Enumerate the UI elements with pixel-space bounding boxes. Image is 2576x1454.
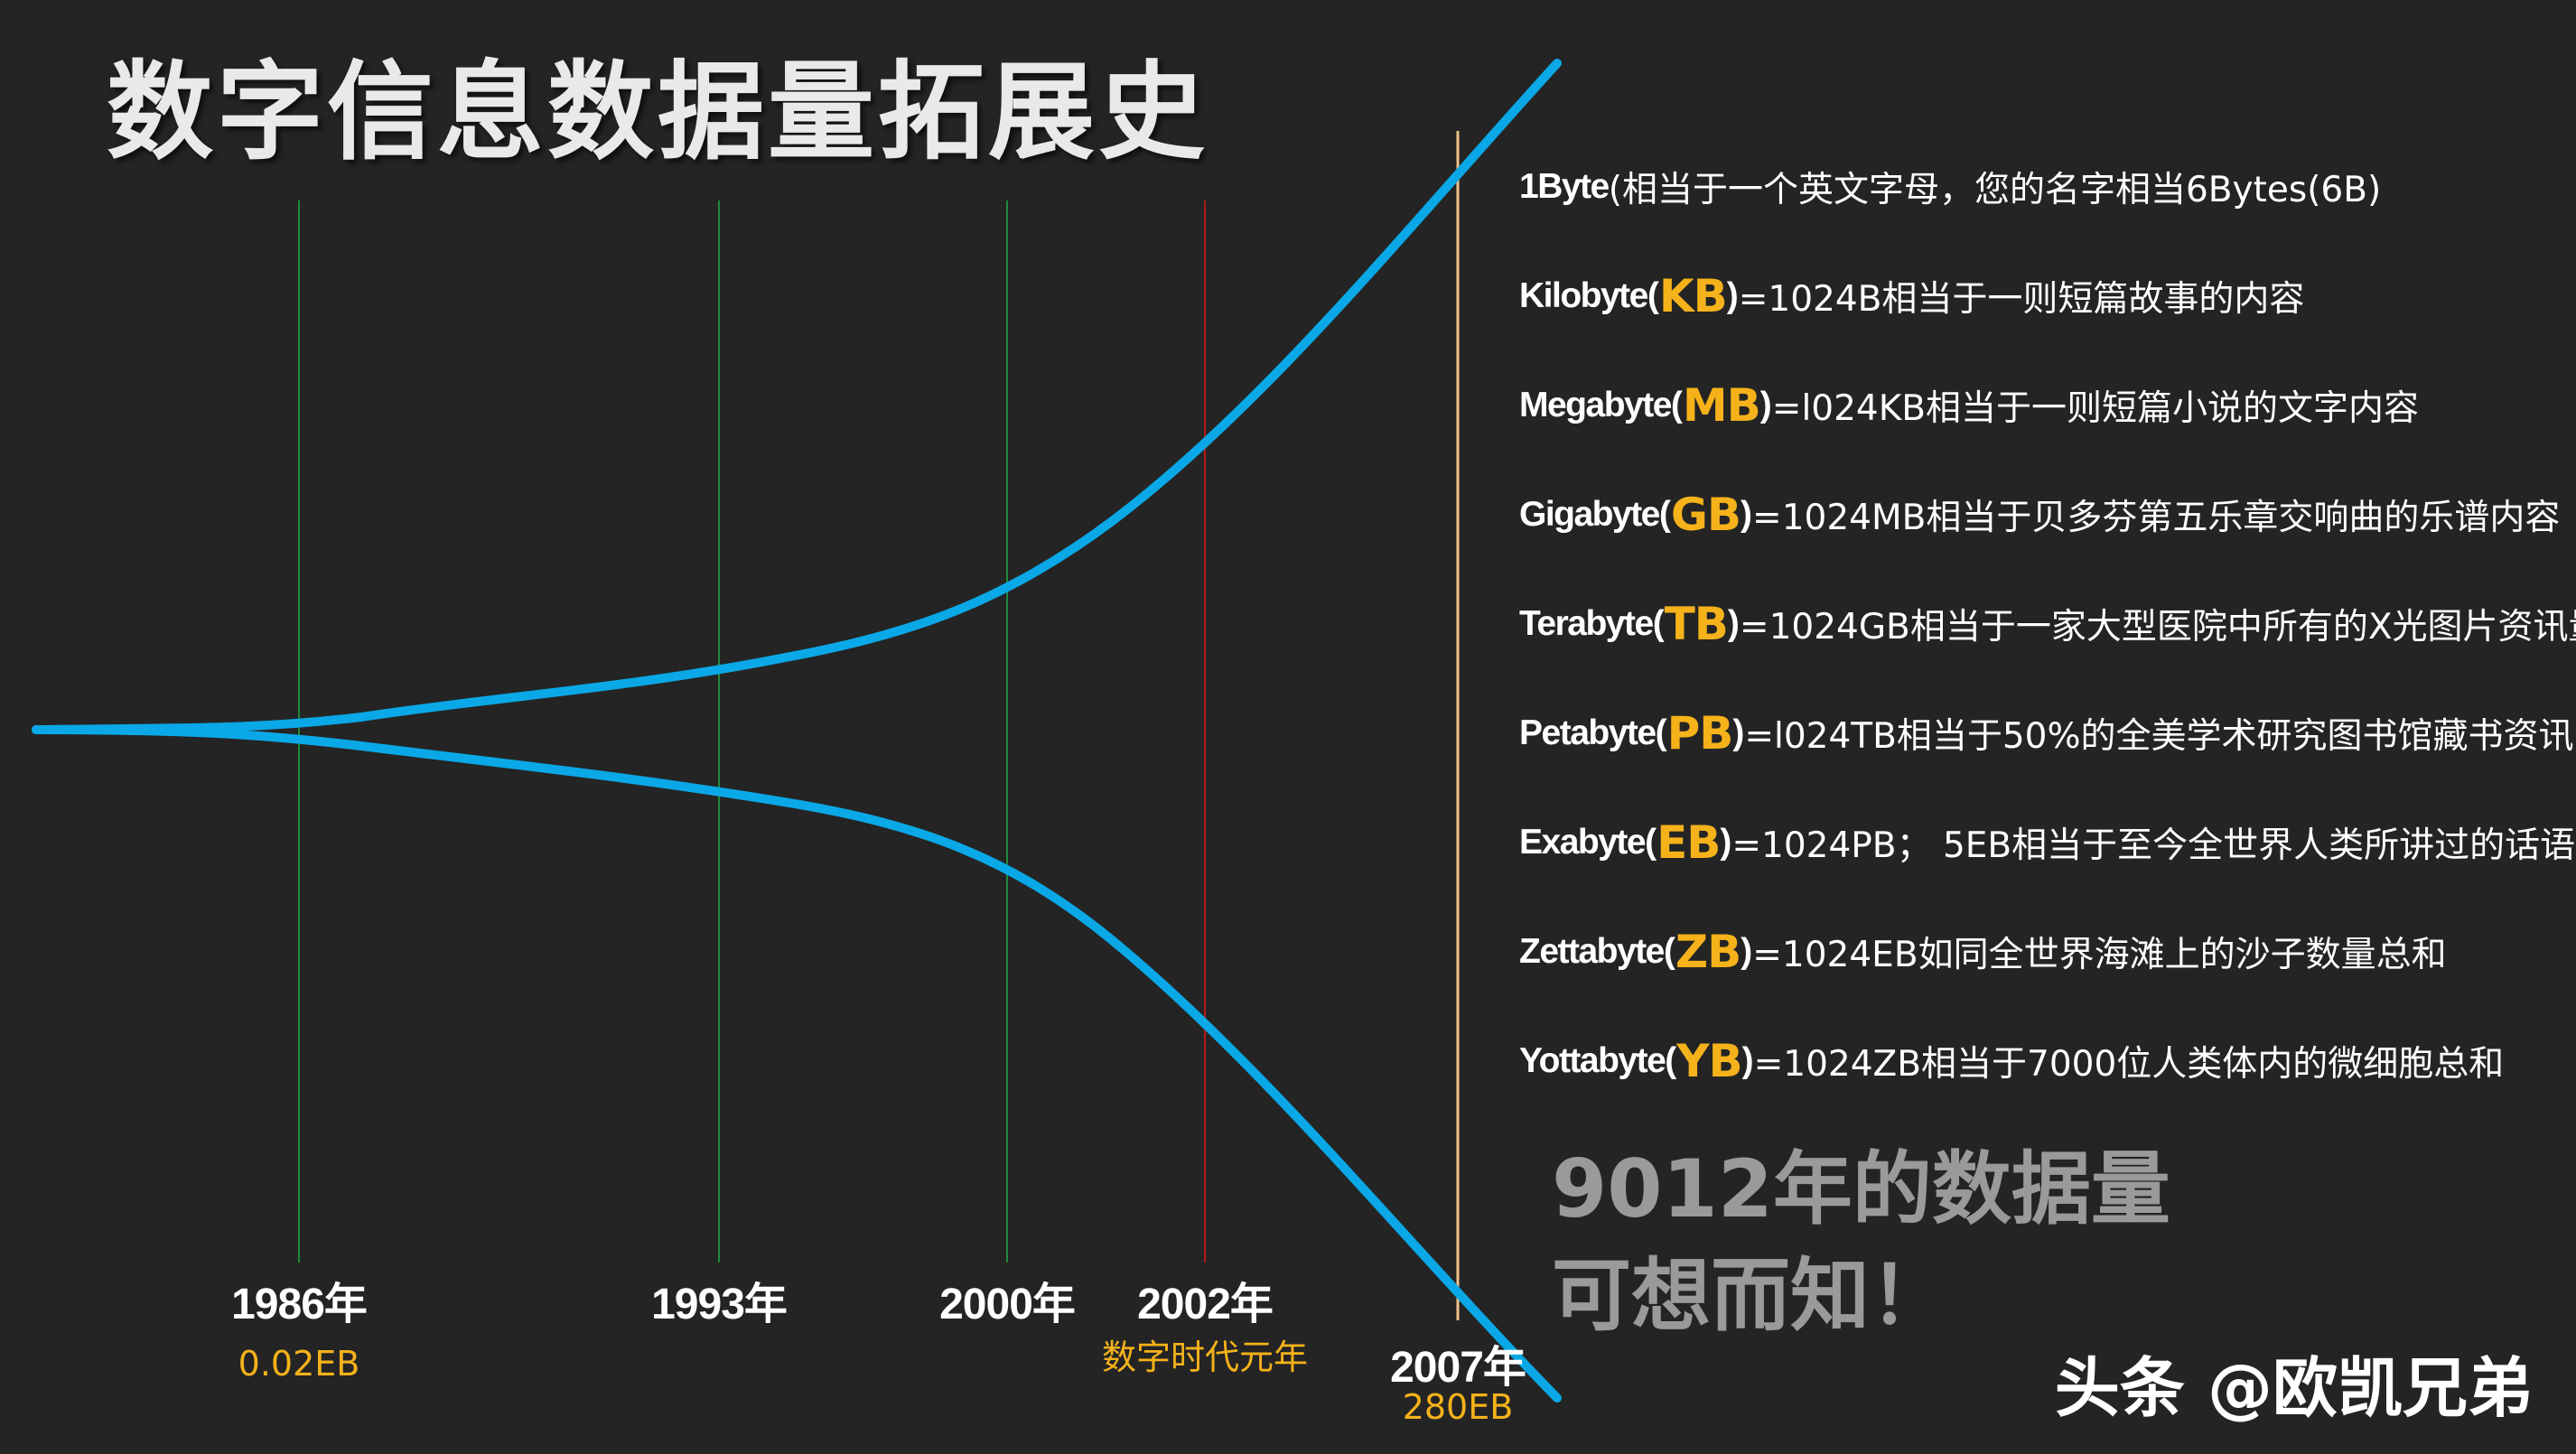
unit-name: Zettabyte xyxy=(1519,931,1665,971)
upper-growth-curve xyxy=(32,59,1562,734)
digital-era-label: 数字时代元年 xyxy=(1101,1337,1309,1377)
unit-row-yottabyte: Yottabyte(YB) =1024ZB相当于7000位人类体内的微细胞总和 xyxy=(1519,1034,2505,1087)
year-label-1986: 1986年 xyxy=(231,1281,368,1328)
unit-name: Petabyte xyxy=(1519,713,1657,752)
unit-name: Terabyte xyxy=(1519,603,1654,643)
unit-row-gigabyte: Gigabyte(GB) =1024MB相当于贝多芬第五乐章交响曲的乐谱内容 xyxy=(1519,488,2561,541)
page-title: 数字信息数据量拓展史 xyxy=(107,50,1209,174)
unit-abbreviation: ZB xyxy=(1675,925,1741,978)
unit-name: Megabyte xyxy=(1519,385,1672,424)
author-watermark: 头条 @欧凯兄弟 xyxy=(2054,1350,2533,1426)
unit-abbreviation: TB xyxy=(1664,597,1729,650)
unit-description: =1024MB相当于贝多芬第五乐章交响曲的乐谱内容 xyxy=(1752,497,2561,538)
volume-label-2007: 280EB xyxy=(1402,1387,1514,1427)
unit-abbreviation: PB xyxy=(1666,706,1734,760)
volume-label-1986: 0.02EB xyxy=(238,1344,360,1384)
lower-growth-curve xyxy=(32,725,1562,1403)
unit-row-zettabyte: Zettabyte(ZB) =1024EB如同全世界海滩上的沙子数量总和 xyxy=(1519,925,2447,978)
unit-description: =1024ZB相当于7000位人类体内的微细胞总和 xyxy=(1753,1043,2505,1085)
unit-abbreviation: MB xyxy=(1682,378,1761,432)
year-label-2002: 2002年 xyxy=(1137,1281,1274,1328)
unit-row-terabyte: Terabyte(TB) =1024GB相当于一家大型医院中所有的X光图片资讯量 xyxy=(1519,569,2576,678)
unit-description: =1024EB如同全世界海滩上的沙子数量总和 xyxy=(1752,934,2447,975)
future-caption-line-2: 可想而知！ xyxy=(1552,1249,1950,1342)
unit-name: Exabyte xyxy=(1519,822,1647,862)
year-label-1993: 1993年 xyxy=(651,1281,788,1328)
unit-row-petabyte: Petabyte(PB) =l024TB相当于50%的全美学术研究图书馆藏书资讯内… xyxy=(1519,678,2576,788)
unit-row-kilobyte: Kilobyte(KB) =1024B相当于一则短篇故事的内容 xyxy=(1519,269,2305,322)
unit-name: Kilobyte xyxy=(1519,275,1648,315)
unit-description: =l024KB相当于一则短篇小说的文字内容 xyxy=(1771,387,2420,429)
unit-abbreviation: YB xyxy=(1676,1034,1742,1087)
year-label-2007: 2007年 xyxy=(1390,1344,1526,1392)
unit-name: Gigabyte xyxy=(1519,494,1660,534)
unit-description: =1024GB相当于一家大型医院中所有的X光图片资讯量 xyxy=(1739,606,2576,648)
unit-row-megabyte: Megabyte(MB) =l024KB相当于一则短篇小说的文字内容 xyxy=(1519,378,2420,432)
unit-row-byte: 1Byte (相当于一个英文字母，您的名字相当6Bytes(6B) xyxy=(1519,132,2567,241)
future-data-caption: 9012年的数据量 可想而知！ xyxy=(1552,1136,2170,1349)
year-label-2000: 2000年 xyxy=(939,1281,1076,1328)
future-caption-line-1: 9012年的数据量 xyxy=(1552,1142,2170,1235)
unit-description: =1024PB； 5EB相当于至今全世界人类所讲过的话语 xyxy=(1731,825,2576,866)
unit-description: =l024TB相当于50%的全美学术研究图书馆藏书资讯内容 xyxy=(1744,715,2576,757)
unit-abbreviation: EB xyxy=(1657,816,1721,869)
data-unit-list: 1Byte (相当于一个英文字母，您的名字相当6Bytes(6B) Kilobyt… xyxy=(1519,132,2576,1115)
unit-abbreviation: GB xyxy=(1670,488,1741,541)
unit-name: Yottabyte xyxy=(1519,1040,1666,1080)
unit-row-exabyte: Exabyte (EB) =1024PB； 5EB相当于至今全世界人类所讲过的话语 xyxy=(1519,816,2576,869)
unit-abbreviation: KB xyxy=(1658,269,1728,322)
unit-name: 1Byte xyxy=(1519,166,1610,206)
unit-description: =1024B相当于一则短篇故事的内容 xyxy=(1738,278,2305,320)
unit-description: (相当于一个英文字母，您的名字相当6Bytes(6B) xyxy=(1608,169,2382,210)
